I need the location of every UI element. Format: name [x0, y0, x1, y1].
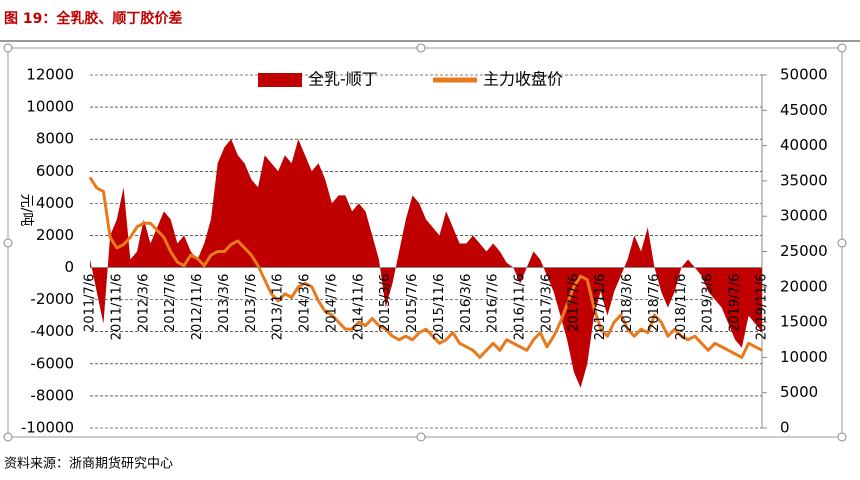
- spread-area: [90, 139, 762, 388]
- legend: 全乳-顺丁 主力收盘价: [258, 70, 563, 89]
- figure-title: 图 19：全乳胶、顺丁胶价差: [4, 10, 182, 27]
- y-tick-label: 0: [64, 258, 74, 276]
- x-tick-label: 2014/11/6: [351, 274, 366, 341]
- x-tick-label: 2014/7/6: [324, 274, 339, 332]
- y2-tick-label: 50000: [780, 66, 828, 84]
- y2-tick-label: 0: [780, 419, 790, 437]
- source-note: 资料来源：浙商期货研究中心: [4, 456, 173, 472]
- y2-tick-label: 10000: [780, 348, 828, 366]
- x-tick-label: 2012/11/6: [190, 274, 205, 341]
- y2-tick-label: 35000: [780, 171, 828, 189]
- x-tick-label: 2016/3/6: [459, 274, 474, 332]
- legend-label: 全乳-顺丁: [308, 70, 378, 89]
- x-tick-label: 2015/7/6: [405, 274, 420, 332]
- x-tick-label: 2011/7/6: [83, 274, 98, 332]
- y-tick-label: 4000: [36, 194, 74, 212]
- frame-handles: [3, 43, 847, 442]
- y2-tick-label: 15000: [780, 313, 828, 331]
- x-tick-label: 2012/3/6: [136, 274, 151, 332]
- x-tick-label: 2019/3/6: [701, 274, 716, 332]
- x-tick-label: 2018/7/6: [647, 274, 662, 332]
- x-tick-label: 2017/11/6: [593, 274, 608, 341]
- x-tick-label: 2013/11/6: [271, 274, 286, 341]
- x-tick-label: 2013/3/6: [217, 274, 232, 332]
- legend-label: 主力收盘价: [483, 70, 563, 89]
- y2-tick-label: 5000: [780, 383, 818, 401]
- x-tick-label: 2016/11/6: [513, 274, 528, 341]
- x-tick-label: 2018/11/6: [674, 274, 689, 341]
- x-tick-label: 2012/7/6: [163, 274, 178, 332]
- legend-swatch: [258, 73, 302, 87]
- y-tick-label: -6000: [30, 354, 74, 372]
- y-tick-label: 2000: [36, 226, 74, 244]
- x-tick-label: 2011/11/6: [109, 274, 124, 341]
- y-tick-label: 10000: [26, 98, 74, 116]
- y-tick-label: 6000: [36, 162, 74, 180]
- x-tick-label: 2019/7/6: [728, 274, 743, 332]
- x-tick-label: 2013/7/6: [244, 274, 259, 332]
- x-tick-label: 2014/3/6: [298, 274, 313, 332]
- y-tick-label: -4000: [30, 322, 74, 340]
- y-tick-label: 12000: [26, 66, 74, 84]
- y2-tick-label: 25000: [780, 242, 828, 260]
- x-tick-label: 2015/3/6: [378, 274, 393, 332]
- y2-tick-label: 40000: [780, 136, 828, 154]
- y2-tick-label: 20000: [780, 277, 828, 295]
- y-tick-label: -8000: [30, 386, 74, 404]
- x-tick-label: 2017/3/6: [539, 274, 554, 332]
- y-tick-label: 8000: [36, 130, 74, 148]
- y-axis-label: 元/吨: [18, 194, 34, 227]
- price-line: [88, 176, 763, 359]
- y2-tick-label: 30000: [780, 207, 828, 225]
- y-tick-label: -2000: [30, 290, 74, 308]
- x-tick-label: 2015/11/6: [432, 274, 447, 341]
- x-tick-label: 2017/7/6: [566, 274, 581, 332]
- x-tick-label: 2018/3/6: [620, 274, 635, 332]
- y-tick-label: -10000: [21, 419, 74, 437]
- x-tick-label: 2019/11/6: [755, 274, 770, 341]
- y2-tick-label: 45000: [780, 101, 828, 119]
- x-tick-label: 2016/7/6: [486, 274, 501, 332]
